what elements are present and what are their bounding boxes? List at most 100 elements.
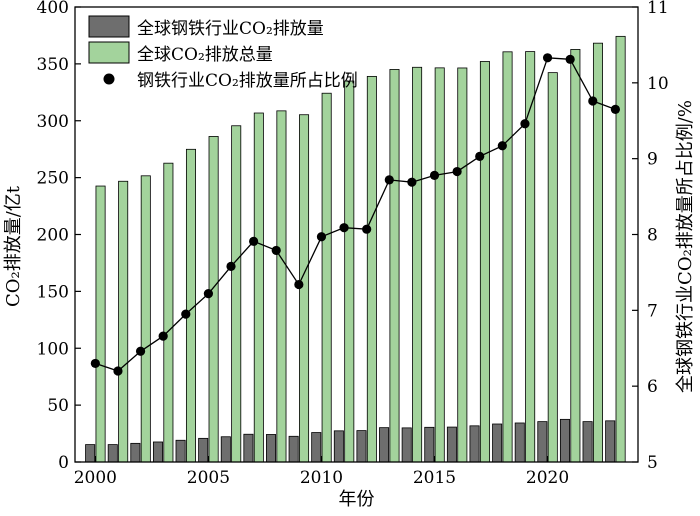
ratio-point-2023 xyxy=(610,104,620,114)
y2-tick-label-9: 9 xyxy=(647,150,658,170)
y-tick-label-100: 100 xyxy=(37,339,69,359)
bar-steel-2017 xyxy=(469,425,480,463)
ratio-point-2003 xyxy=(158,331,168,341)
y2-tick-label-5: 5 xyxy=(647,453,658,473)
bar-total-2016 xyxy=(457,67,468,463)
bar-total-2005 xyxy=(208,136,219,463)
bar-steel-2003 xyxy=(152,441,163,463)
bar-total-2018 xyxy=(502,51,513,463)
bar-steel-2006 xyxy=(220,436,231,463)
y-tick-label-150: 150 xyxy=(37,282,69,302)
bar-steel-2023 xyxy=(605,420,616,463)
ratio-point-2020 xyxy=(542,53,553,63)
bar-steel-2012 xyxy=(356,430,367,463)
y-tick-label-300: 300 xyxy=(37,112,69,132)
bar-total-2019 xyxy=(525,51,536,463)
ratio-point-2012 xyxy=(362,224,372,234)
bar-total-2021 xyxy=(570,49,581,463)
bar-total-2003 xyxy=(163,162,174,463)
ratio-point-2004 xyxy=(181,309,191,319)
y2-tick-label-6: 6 xyxy=(647,377,658,397)
bar-steel-2008 xyxy=(266,434,277,463)
y2-tick-label-8: 8 xyxy=(647,226,658,246)
ratio-point-2005 xyxy=(203,289,214,299)
bar-total-2015 xyxy=(434,67,445,463)
y2-tick-label-11: 11 xyxy=(647,0,669,18)
bar-total-2002 xyxy=(140,175,151,463)
bar-total-2020 xyxy=(547,72,558,463)
ratio-point-2010 xyxy=(316,232,327,242)
ratio-point-2008 xyxy=(271,245,281,256)
ratio-point-2021 xyxy=(565,54,575,64)
bar-steel-2011 xyxy=(333,430,344,463)
bar-total-2011 xyxy=(344,80,355,463)
bar-total-2014 xyxy=(412,66,423,463)
bar-steel-2014 xyxy=(401,427,412,463)
bar-steel-2019 xyxy=(514,422,525,463)
bar-total-2017 xyxy=(479,61,490,463)
bar-total-2006 xyxy=(231,125,242,463)
y-axis-title: CO₂排放量/亿t xyxy=(3,185,24,307)
bar-steel-2002 xyxy=(130,442,141,463)
bar-steel-2013 xyxy=(379,427,390,463)
x-tick-label-2005: 2005 xyxy=(187,468,230,488)
y-tick-label-200: 200 xyxy=(37,226,69,246)
ratio-point-2002 xyxy=(135,346,146,356)
bar-total-2007 xyxy=(253,112,264,463)
ratio-point-2001 xyxy=(113,366,123,376)
legend-marker-ratio xyxy=(103,73,115,85)
ticks-layer: 0 50 100 150 200 250 300 350 400 5 6 7 8 9 10 11 2000 200… xyxy=(37,0,669,488)
y-tick-label-250: 250 xyxy=(37,169,69,189)
legend: 全球钢铁行业CO₂排放量 全球CO₂排放总量 钢铁行业CO₂排放量所占比例 xyxy=(88,15,358,91)
legend-label-ratio: 钢铁行业CO₂排放量所占比例 xyxy=(137,71,358,91)
line-layer xyxy=(90,53,620,376)
x-tick-label-2020: 2020 xyxy=(526,468,569,488)
ratio-point-2007 xyxy=(249,236,259,246)
ratio-point-2014 xyxy=(407,177,417,187)
bar-steel-2005 xyxy=(198,437,209,463)
bar-steel-2007 xyxy=(243,433,254,463)
legend-label-total: 全球CO₂排放总量 xyxy=(137,45,273,65)
bar-steel-2022 xyxy=(582,421,593,463)
bar-total-2010 xyxy=(321,92,332,463)
y-tick-label-0: 0 xyxy=(58,453,69,473)
bar-steel-2000 xyxy=(85,444,96,463)
bar-steel-2021 xyxy=(559,418,570,463)
y2-tick-label-7: 7 xyxy=(647,301,658,321)
x-tick-label-2000: 2000 xyxy=(74,468,117,488)
bar-total-2012 xyxy=(366,75,377,463)
bar-steel-2001 xyxy=(107,444,118,463)
bar-total-2022 xyxy=(592,42,603,463)
bar-total-2000 xyxy=(95,185,106,463)
bar-total-2013 xyxy=(389,69,400,463)
ratio-point-2016 xyxy=(452,166,462,177)
bar-steel-2020 xyxy=(537,421,548,463)
bar-steel-2016 xyxy=(446,426,457,463)
legend-swatch-total xyxy=(88,41,130,64)
ratio-point-2018 xyxy=(497,141,507,151)
bar-steel-2004 xyxy=(175,439,186,463)
ratio-point-2006 xyxy=(226,261,236,271)
ratio-point-2013 xyxy=(384,175,394,185)
ratio-point-2019 xyxy=(520,119,530,129)
bar-steel-2018 xyxy=(492,423,503,463)
bar-steel-2009 xyxy=(288,435,299,463)
y-tick-label-50: 50 xyxy=(47,396,69,416)
ratio-point-2009 xyxy=(294,279,304,290)
bar-total-2023 xyxy=(615,35,626,463)
bar-total-2008 xyxy=(276,110,287,463)
ratio-line xyxy=(95,57,616,372)
x-tick-label-2010: 2010 xyxy=(300,468,343,488)
bar-steel-2010 xyxy=(311,432,322,463)
legend-swatch-steel xyxy=(88,15,130,38)
legend-label-steel: 全球钢铁行业CO₂排放量 xyxy=(137,19,324,39)
y2-tick-label-10: 10 xyxy=(647,74,669,94)
ratio-point-2022 xyxy=(588,96,598,106)
bar-total-2001 xyxy=(118,180,129,463)
y-axis-right-title: 全球钢铁行业CO₂排放量所占比例/% xyxy=(675,100,696,393)
bars-layer xyxy=(85,35,626,463)
ratio-point-2015 xyxy=(429,170,440,180)
y-tick-label-400: 400 xyxy=(37,0,69,18)
ratio-point-2011 xyxy=(339,223,349,233)
